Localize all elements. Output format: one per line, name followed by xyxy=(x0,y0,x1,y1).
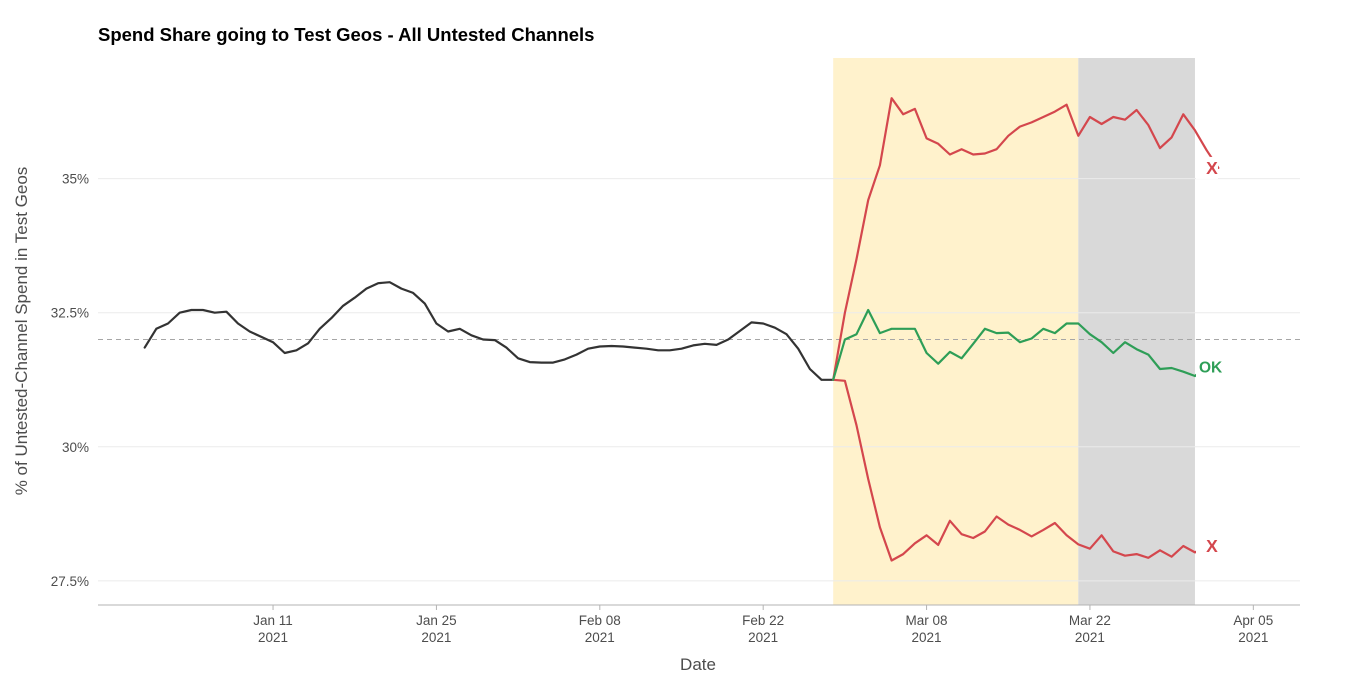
x-tick-year: 2021 xyxy=(421,630,451,645)
x-tick-year: 2021 xyxy=(585,630,615,645)
end-label: X xyxy=(1206,158,1218,178)
chart-title: Spend Share going to Test Geos - All Unt… xyxy=(98,24,595,45)
series-line-4 xyxy=(832,308,1208,381)
series-line-3 xyxy=(832,378,1208,562)
x-tick-year: 2021 xyxy=(258,630,288,645)
shaded-region xyxy=(833,58,1079,605)
y-tick-label: 35% xyxy=(62,172,89,187)
series-line-2 xyxy=(832,97,1220,381)
y-tick-label: 32.5% xyxy=(51,306,89,321)
end-label: X xyxy=(1206,536,1218,556)
shaded-region xyxy=(1078,58,1195,605)
end-label-background xyxy=(1196,156,1218,179)
end-label-background xyxy=(1196,535,1218,558)
end-label-background xyxy=(1196,355,1230,378)
y-tick-label: 27.5% xyxy=(51,574,89,589)
x-tick-year: 2021 xyxy=(748,630,778,645)
x-axis-label: Date xyxy=(680,655,716,674)
x-tick-label: Jan 11 xyxy=(253,613,293,628)
x-tick-year: 2021 xyxy=(912,630,942,645)
x-tick-label: Feb 08 xyxy=(579,613,621,628)
x-tick-label: Mar 22 xyxy=(1069,613,1111,628)
x-tick-label: Feb 22 xyxy=(742,613,784,628)
y-tick-label: 30% xyxy=(62,440,89,455)
x-tick-year: 2021 xyxy=(1238,630,1268,645)
series-line-1 xyxy=(143,281,835,381)
x-tick-year: 2021 xyxy=(1075,630,1105,645)
x-tick-label: Apr 05 xyxy=(1233,613,1273,628)
x-tick-label: Mar 08 xyxy=(906,613,948,628)
end-label: OK xyxy=(1199,359,1223,376)
x-tick-label: Jan 25 xyxy=(416,613,457,628)
